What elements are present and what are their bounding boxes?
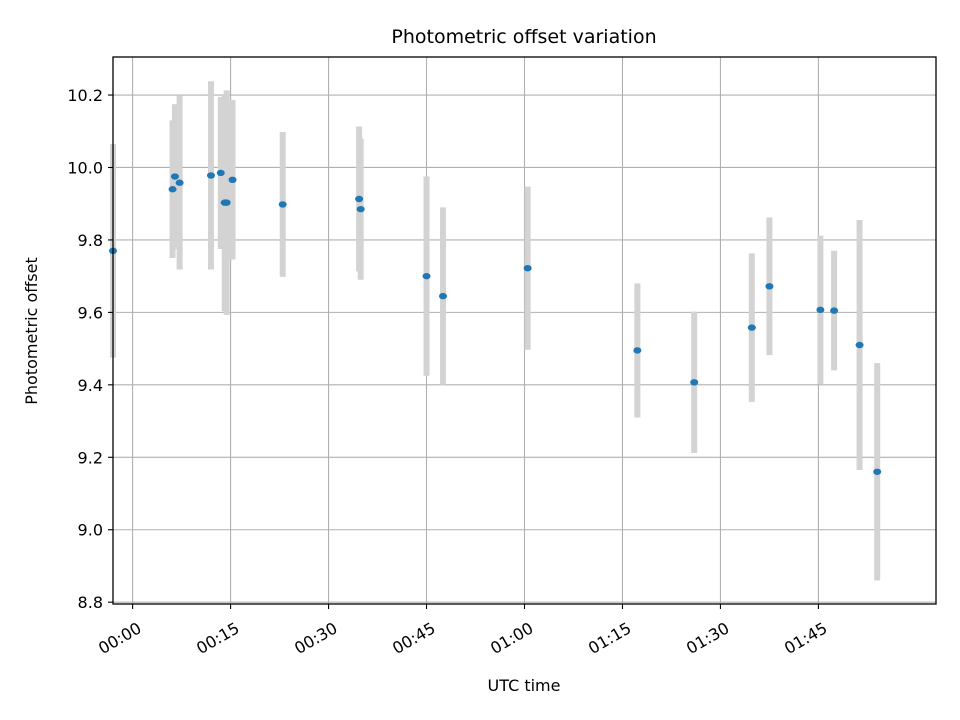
y-tick-label: 9.2 xyxy=(78,448,103,467)
data-point xyxy=(523,264,532,272)
data-point xyxy=(228,176,237,184)
data-point xyxy=(816,306,825,314)
data-point xyxy=(206,172,215,179)
y-axis-label: Photometric offset xyxy=(22,257,41,405)
x-tick-label: 00:45 xyxy=(389,618,438,658)
chart-title: Photometric offset variation xyxy=(391,26,656,48)
x-tick-label: 00:00 xyxy=(95,618,144,658)
data-point xyxy=(216,169,225,177)
y-tick-label: 10.0 xyxy=(67,158,103,177)
y-tick-label: 9.6 xyxy=(78,303,103,322)
data-point xyxy=(690,379,699,386)
data-point xyxy=(175,179,184,186)
data-point xyxy=(168,186,177,193)
y-tick-label: 8.8 xyxy=(78,593,103,612)
y-tick-label: 9.8 xyxy=(78,231,103,250)
grid-layer xyxy=(113,57,936,604)
data-point xyxy=(765,283,774,290)
x-tick-label: 01:00 xyxy=(487,618,536,658)
x-tick-label: 00:15 xyxy=(193,618,242,658)
data-point xyxy=(222,199,231,206)
data-point xyxy=(747,324,756,331)
x-tick-label: 01:45 xyxy=(781,618,830,658)
data-point xyxy=(422,272,431,280)
x-axis-label: UTC time xyxy=(488,676,561,695)
data-point xyxy=(355,195,364,203)
y-axis-ticks: 8.8 9.0 9.2 9.4 9.6 9.8 10.0 10.2 xyxy=(67,86,113,612)
data-point xyxy=(438,292,447,300)
data-point xyxy=(873,468,882,475)
x-axis-ticks: 00:00 00:15 00:30 00:45 01:00 01:15 01:30 01:45 xyxy=(95,604,830,658)
point-layer xyxy=(109,169,882,475)
data-point xyxy=(855,341,864,349)
x-tick-label: 01:30 xyxy=(683,618,732,658)
data-point xyxy=(278,201,287,208)
y-tick-label: 9.0 xyxy=(78,521,103,540)
data-point xyxy=(633,347,642,354)
y-tick-label: 9.4 xyxy=(78,376,103,395)
errorbar-layer xyxy=(110,81,881,581)
data-point xyxy=(170,173,179,180)
x-tick-label: 01:15 xyxy=(585,618,634,658)
data-point xyxy=(830,307,839,314)
data-point xyxy=(356,205,365,213)
x-tick-label: 00:30 xyxy=(291,618,340,658)
y-tick-label: 10.2 xyxy=(67,86,103,105)
